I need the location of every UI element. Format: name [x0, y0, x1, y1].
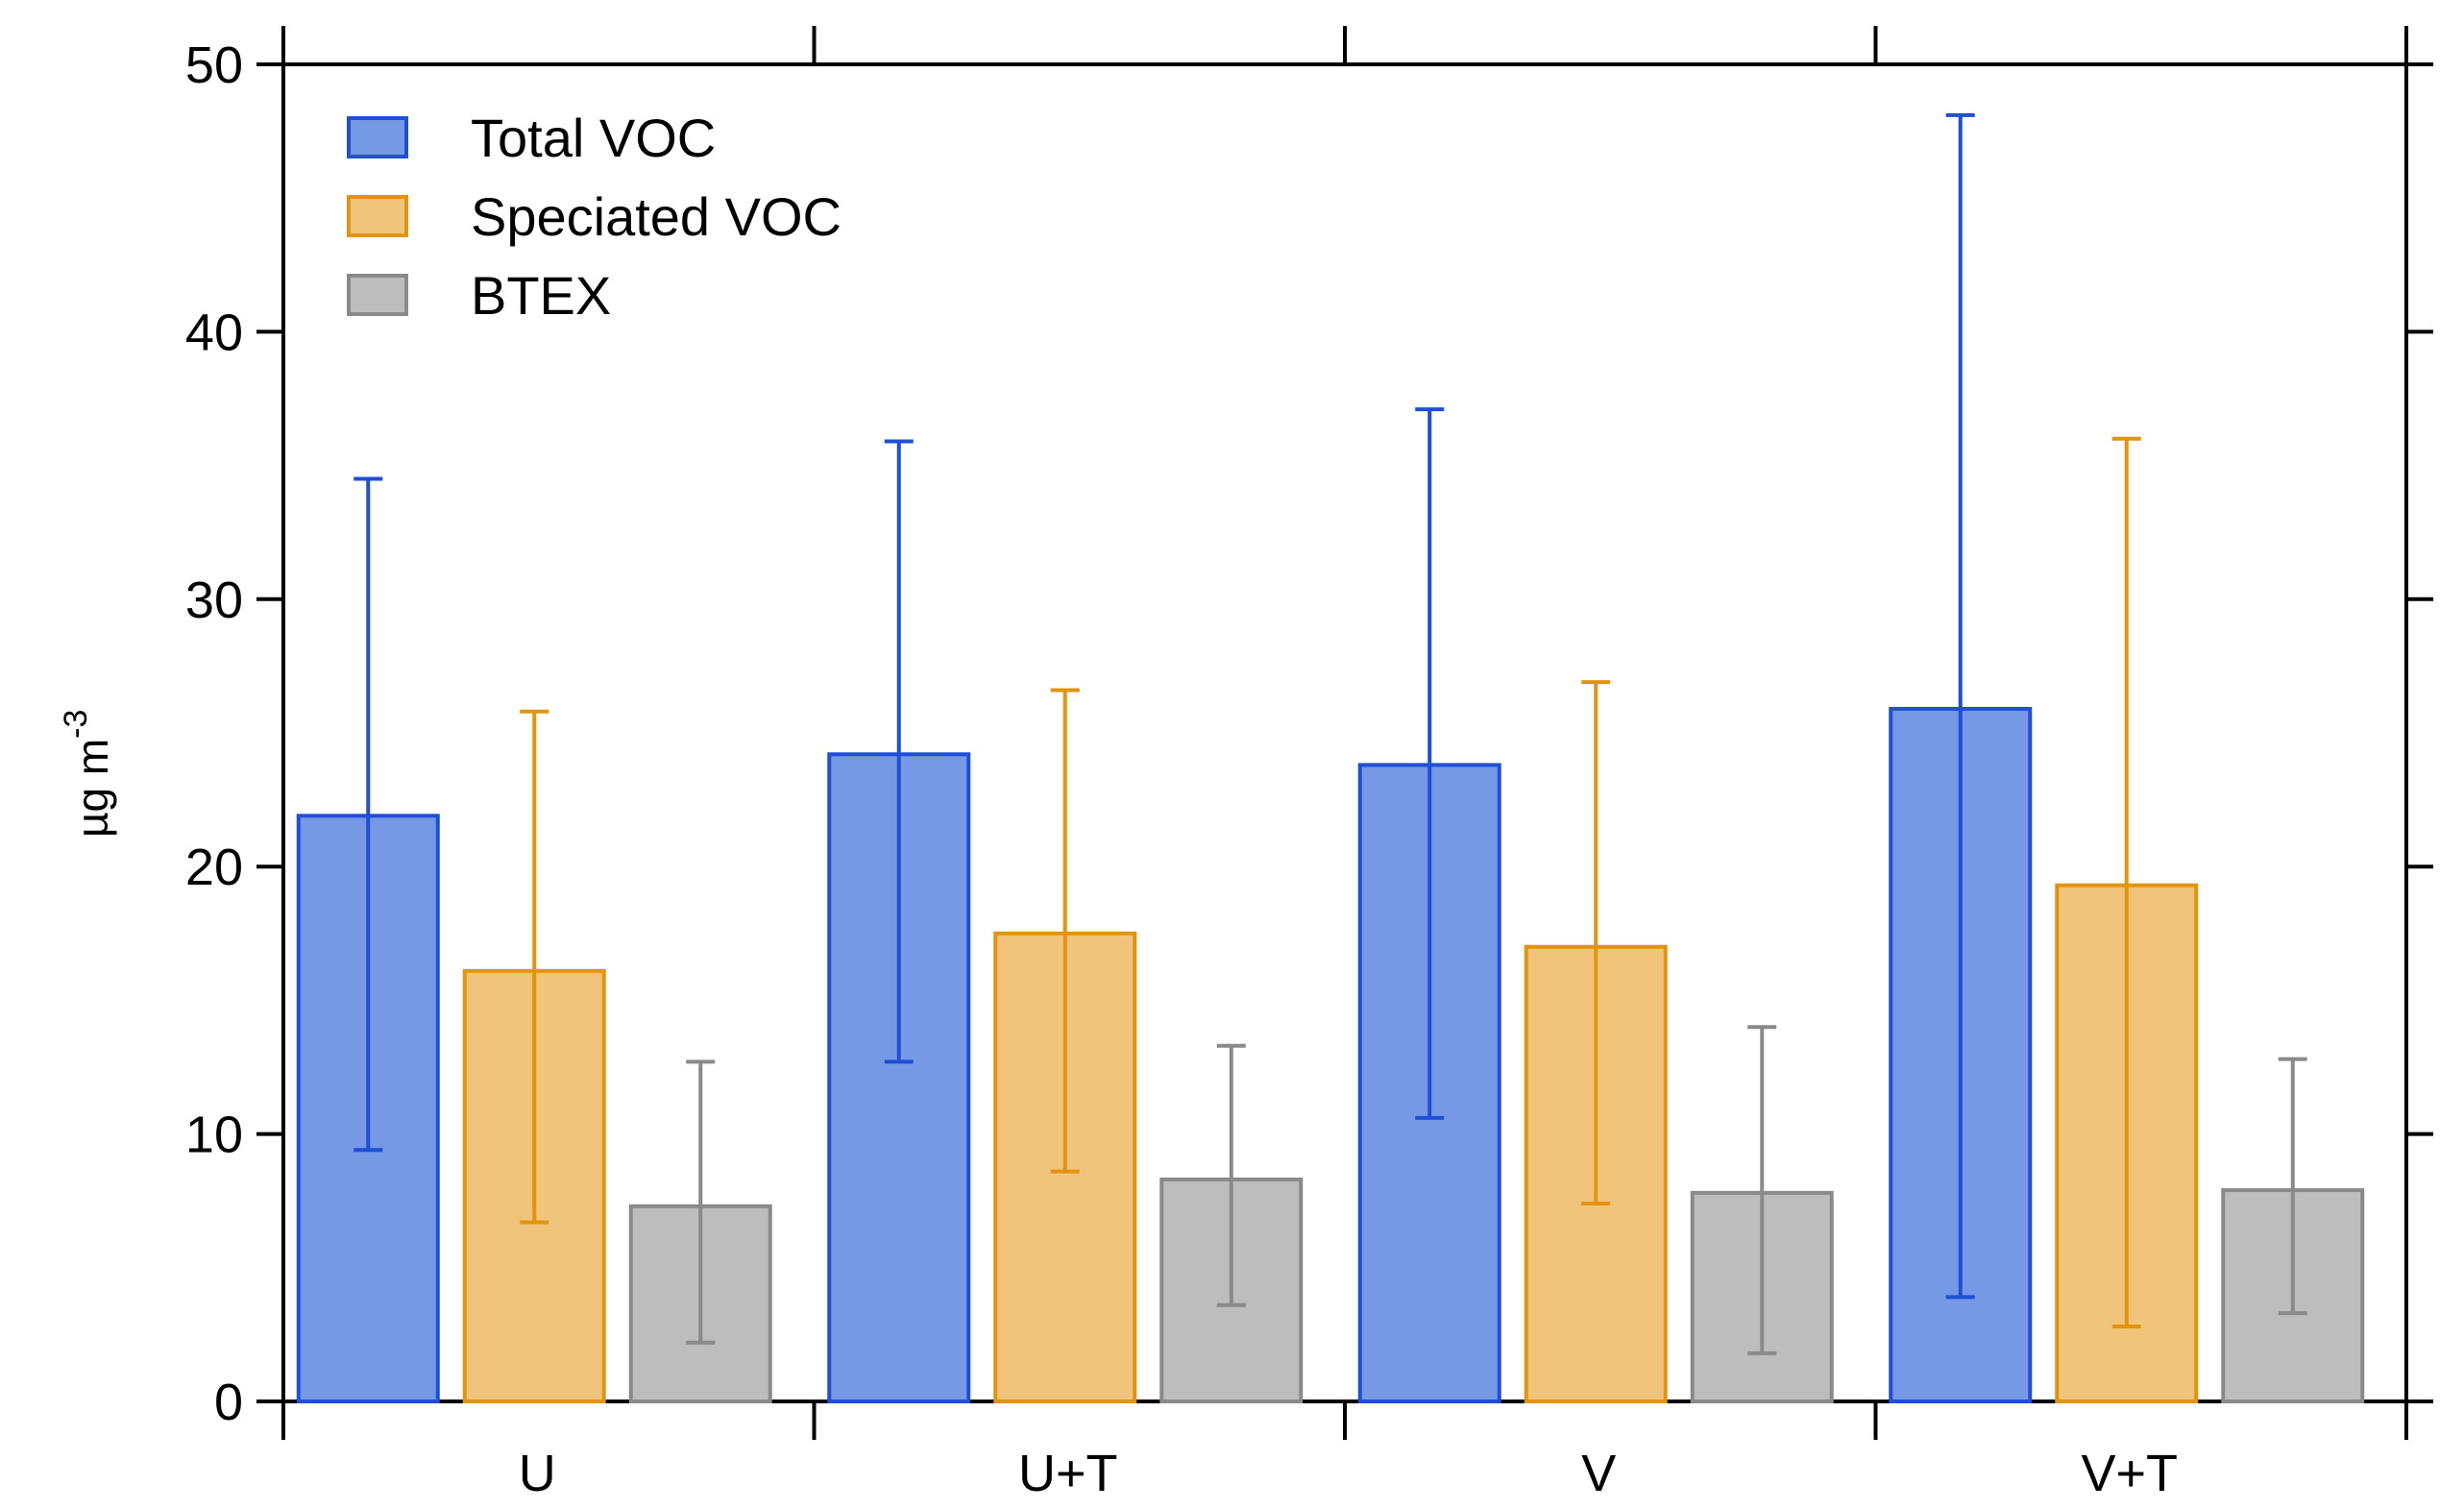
- x-category-label: U+T: [1018, 1445, 1118, 1502]
- y-axis-label: µg m-3: [58, 710, 117, 838]
- x-category-label: V: [1581, 1445, 1616, 1502]
- plot-area: 0 10 20 30 40 50 U U+T V V+T: [185, 26, 2433, 1502]
- y-tick-label: 50: [185, 37, 243, 94]
- legend-swatch: [347, 195, 408, 237]
- x-category-label: V+T: [2081, 1445, 2178, 1502]
- legend-swatch: [347, 274, 408, 316]
- y-tick-label: 30: [185, 572, 243, 629]
- legend-label: Speciated VOC: [471, 186, 842, 247]
- y-tick-label: 40: [185, 304, 243, 361]
- y-tick-label: 20: [185, 839, 243, 896]
- y-axis-label-exponent: -3: [58, 710, 94, 739]
- legend-label: BTEX: [471, 265, 611, 326]
- legend: Total VOC Speciated VOC BTEX: [347, 108, 842, 326]
- legend-swatch: [347, 116, 408, 158]
- y-axis-label-text: µg m: [67, 739, 117, 838]
- legend-label: Total VOC: [471, 108, 716, 168]
- y-tick-label: 0: [214, 1374, 243, 1431]
- y-tick-label: 10: [185, 1107, 243, 1164]
- x-category-label: U: [519, 1445, 556, 1502]
